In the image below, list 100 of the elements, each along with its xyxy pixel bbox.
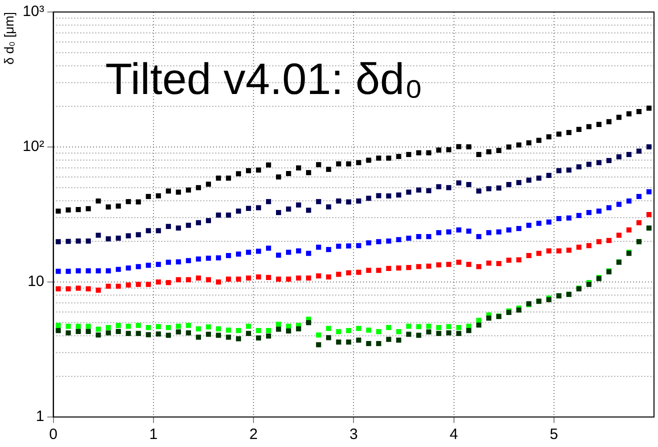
point [376,193,382,198]
point [356,243,362,248]
point [96,332,101,338]
point [296,248,302,254]
point [56,268,61,274]
point [556,168,562,174]
point [476,152,482,158]
point [256,335,262,341]
point [526,222,532,228]
point [386,193,392,198]
point [176,190,181,195]
point [246,206,252,211]
point [136,232,141,238]
point [126,282,131,288]
point [576,212,582,218]
point [206,332,212,337]
point [456,330,462,336]
point [536,220,542,226]
point [66,268,71,274]
point [356,198,362,204]
point [426,188,432,194]
point [496,260,502,266]
point [516,180,522,186]
point [156,262,161,267]
point [566,215,572,221]
point [236,208,242,214]
point [546,248,552,254]
point [56,286,61,292]
point [86,268,91,274]
x-tick-label: 3 [349,426,358,444]
point [416,264,422,270]
point [596,208,602,214]
point [636,194,642,200]
point [326,335,332,340]
point [196,275,201,281]
point [106,324,111,330]
point [136,199,141,204]
point [406,236,412,241]
point [66,330,71,336]
point [526,253,532,258]
point [496,229,502,234]
point [246,324,252,329]
point [396,237,402,242]
point [506,182,512,188]
point [446,229,452,234]
point [56,208,61,214]
point [526,178,532,183]
point [486,316,492,321]
point [106,268,111,274]
point [436,230,442,236]
point [236,328,242,334]
point [56,322,61,328]
point [606,205,612,210]
point [336,329,342,334]
point [106,236,111,242]
point [416,150,422,156]
point [296,202,302,208]
point [176,329,181,334]
point [466,262,472,267]
point [146,324,151,330]
point [406,152,412,158]
point [176,259,181,264]
point [456,180,462,186]
point [156,228,161,234]
point [136,264,141,270]
point [226,334,232,340]
point [556,132,562,137]
point [416,324,422,330]
point [166,280,171,286]
point [226,328,232,333]
point [226,253,232,258]
point [336,198,342,204]
point [646,144,652,150]
point [86,238,91,244]
point [156,193,161,198]
point [56,239,61,244]
point [86,206,91,212]
point [496,148,502,153]
point [556,248,562,254]
point [206,324,212,330]
point [106,284,111,289]
point [316,162,322,168]
point [606,158,612,164]
point [216,176,222,181]
point [106,330,111,336]
point [196,185,201,190]
point [386,324,392,330]
point [356,326,362,331]
point [486,260,492,266]
point [96,288,101,293]
point [216,332,222,338]
point [466,328,472,334]
point [446,330,452,336]
point [226,176,232,181]
point [456,227,462,232]
point [646,106,652,111]
point [236,171,242,176]
point [546,172,552,178]
point [286,324,292,329]
y-tick-label: 10³ [22,3,44,20]
